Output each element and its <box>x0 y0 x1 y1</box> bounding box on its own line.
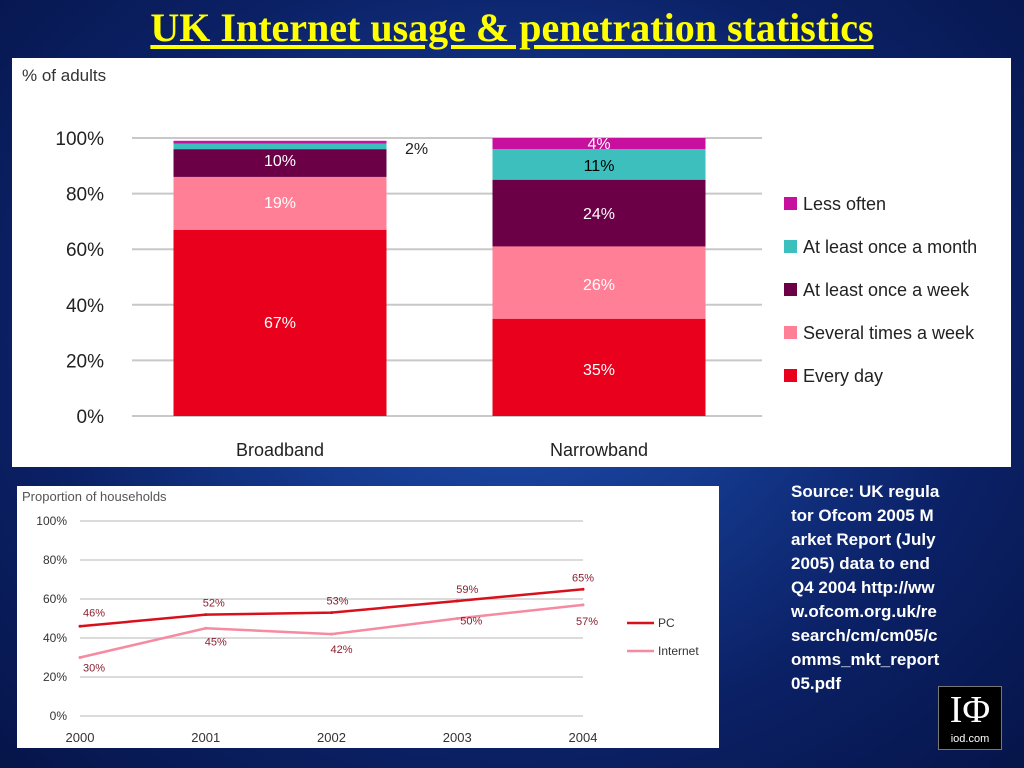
data-point <box>330 632 333 636</box>
data-point <box>204 626 208 630</box>
legend-swatch <box>784 240 797 253</box>
data-label: 67% <box>264 315 296 332</box>
data-label: 53% <box>326 596 348 608</box>
y-tick-label: 80% <box>66 185 104 206</box>
y-tick-label: 20% <box>43 670 67 684</box>
data-label: 19% <box>264 195 296 212</box>
y-tick-label: 80% <box>43 553 67 567</box>
bar-segment <box>173 140 387 144</box>
data-label: 59% <box>456 584 478 596</box>
data-label: 57% <box>576 616 598 628</box>
x-tick-label: Narrowband <box>550 440 648 460</box>
y-tick-label: 0% <box>77 407 105 428</box>
bar-segment <box>492 149 706 180</box>
data-label: 11% <box>584 158 615 175</box>
page-title: UK Internet usage & penetration statisti… <box>150 5 874 50</box>
legend-label: Several times a week <box>803 323 975 343</box>
data-point <box>204 613 208 617</box>
bar-segment <box>492 318 706 416</box>
data-label: 24% <box>583 206 615 223</box>
legend-label: At least once a month <box>803 237 977 257</box>
data-point <box>455 617 459 620</box>
bar-segment <box>173 149 387 177</box>
bar-segment <box>173 229 387 416</box>
bar-segment <box>173 143 387 150</box>
legend-swatch <box>784 197 797 210</box>
data-label: 42% <box>330 644 352 656</box>
data-label: 35% <box>583 362 615 379</box>
data-point <box>78 624 82 628</box>
data-label: 45% <box>205 636 227 648</box>
data-label: 26% <box>583 277 615 294</box>
line-chart: Proportion of households 0% 20% 40% 60% 80% 10… <box>22 489 699 745</box>
data-label: 50% <box>460 616 482 628</box>
y-tick-label: 40% <box>66 296 104 317</box>
iod-logo: IΦ iod.com <box>938 686 1002 750</box>
data-label: 10% <box>264 153 296 170</box>
data-point <box>581 603 585 607</box>
data-label: 4% <box>587 136 610 153</box>
x-tick-label: 2001 <box>191 730 220 745</box>
legend-swatch <box>784 283 797 296</box>
y-tick-label: 100% <box>55 129 104 150</box>
source-note: Source: UK regulator Ofcom 2005 Market R… <box>791 482 940 693</box>
stacked-bar-chart: % of adults 0% 20% 40% 60% 80% 100% Broadband Na… <box>22 66 977 460</box>
x-tick-label: Broadband <box>236 440 324 460</box>
legend-label: Less often <box>803 194 886 214</box>
data-point <box>78 656 82 659</box>
data-label: 52% <box>203 598 225 610</box>
y-tick-label: 0% <box>50 709 68 723</box>
data-label: 65% <box>572 572 594 584</box>
legend-label: At least once a week <box>803 280 970 300</box>
y-tick-label: 60% <box>43 592 67 606</box>
y-tick-label: 40% <box>43 631 67 645</box>
stacked-bar-chart-panel: % of adults 0% 20% 40% 60% 80% 100% Broadband Na… <box>12 58 1011 467</box>
data-label: 46% <box>83 607 105 619</box>
legend-label: Every day <box>803 366 883 386</box>
bar-segment <box>492 246 706 319</box>
data-label: 2% <box>405 141 428 158</box>
line-chart-panel: Proportion of households 0% 20% 40% 60% 80% 10… <box>17 486 719 748</box>
x-tick-label: 2000 <box>66 730 95 745</box>
bar-segment <box>492 179 706 247</box>
bar-segment <box>173 176 387 230</box>
legend-swatch <box>784 369 797 382</box>
bar-segment <box>492 138 706 150</box>
x-tick-label: 2002 <box>317 730 346 745</box>
x-tick-label: 2004 <box>569 730 598 745</box>
legend-label: Internet <box>658 644 699 658</box>
y-tick-label: 100% <box>36 514 67 528</box>
y-tick-label: 20% <box>66 351 104 372</box>
x-tick-label: 2003 <box>443 730 472 745</box>
data-point <box>581 587 585 591</box>
logo-mark: IΦ <box>949 689 991 731</box>
data-point <box>330 611 333 615</box>
legend-label: PC <box>658 616 675 630</box>
data-label: 30% <box>83 663 105 675</box>
data-point <box>455 599 459 603</box>
chart-title: Proportion of households <box>22 489 167 504</box>
legend-swatch <box>784 326 797 339</box>
chart-title: % of adults <box>22 66 106 85</box>
logo-site-label: iod.com <box>950 733 990 745</box>
y-tick-label: 60% <box>66 240 104 261</box>
